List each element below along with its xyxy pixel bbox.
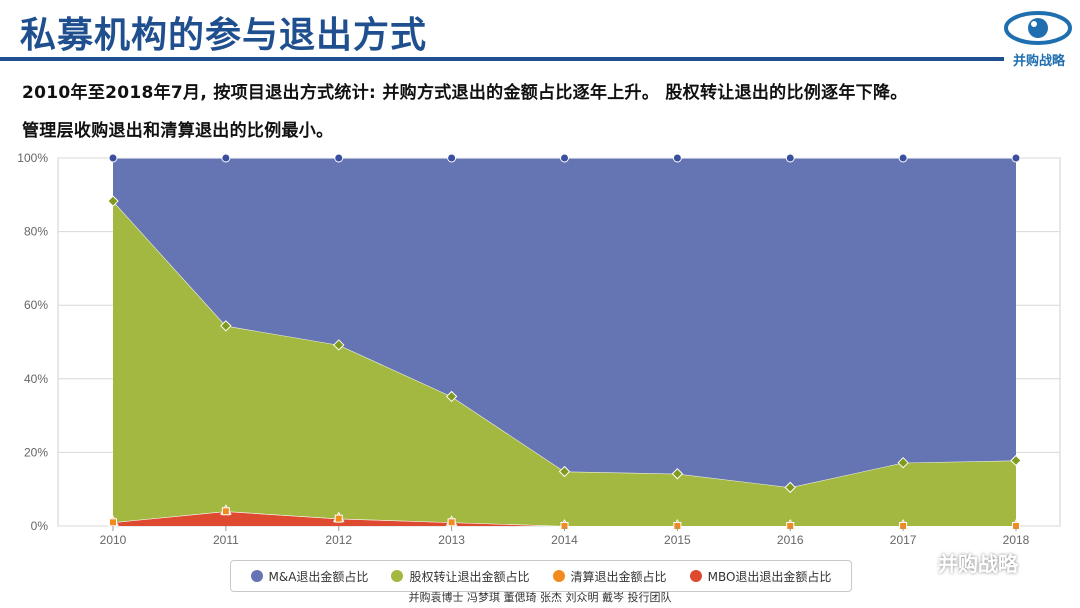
wechat-icon xyxy=(904,549,934,577)
data-point xyxy=(672,153,682,163)
data-point xyxy=(221,153,231,163)
legend-item[interactable]: 清算退出金额占比 xyxy=(552,568,667,585)
data-point xyxy=(333,339,345,351)
data-point xyxy=(1010,454,1022,467)
stacked-area-chart: 0% 20% 40% 60% 80% 100% 2010 2011 2012 2013 2014 20… xyxy=(17,151,1061,547)
legend-label: M&A退出金额占比 xyxy=(268,569,369,584)
data-point xyxy=(334,153,344,163)
x-tick-label: 2012 xyxy=(325,533,352,547)
x-tick-label: 2018 xyxy=(1003,533,1030,547)
data-point xyxy=(445,390,458,403)
legend-swatch xyxy=(689,570,702,582)
legend-item[interactable]: 股权转让退出金额占比 xyxy=(391,568,530,585)
data-point xyxy=(897,456,909,469)
x-tick-label: 2016 xyxy=(777,533,804,547)
y-tick-label: 20% xyxy=(24,445,48,459)
y-tick-label: 40% xyxy=(24,372,48,386)
legend-swatch xyxy=(552,570,565,582)
watermark: 并购战略 xyxy=(904,548,1018,577)
legend-item[interactable]: M&A退出金额占比 xyxy=(250,568,369,585)
y-tick-label: 0% xyxy=(31,519,49,533)
data-point xyxy=(221,507,230,516)
legend-swatch xyxy=(391,570,404,582)
data-point xyxy=(784,481,796,494)
data-point xyxy=(898,153,908,163)
x-tick-label: 2014 xyxy=(551,533,578,547)
title-divider xyxy=(0,57,1004,61)
legend-swatch xyxy=(250,570,263,582)
data-point xyxy=(334,514,343,523)
data-point xyxy=(558,465,571,478)
data-point xyxy=(107,195,119,207)
data-point xyxy=(785,153,795,163)
y-tick-label: 60% xyxy=(24,298,48,312)
y-tick-label: 100% xyxy=(17,151,48,165)
x-tick-label: 2010 xyxy=(100,533,127,547)
description-line-1: 2010年至2018年7月, 按项目退出方式统计: 并购方式退出的金额占比逐年上… xyxy=(22,83,908,103)
credits: 并购袁博士 冯梦琪 董偲琦 张杰 刘众明 戴岑 投行团队 xyxy=(408,591,672,604)
chart-legend: M&A退出金额占比 股权转让退出金额占比 清算退出金额占比 MBO退出退出金额占比 xyxy=(230,560,852,592)
x-tick-label: 2011 xyxy=(213,533,239,547)
description-line-2: 管理层收购退出和清算退出的比例最小。 xyxy=(22,121,334,141)
data-point xyxy=(447,153,457,163)
logo-text: 并购战略 xyxy=(1012,54,1065,69)
y-tick-label: 80% xyxy=(24,225,48,239)
data-point xyxy=(1011,153,1021,163)
data-point xyxy=(109,518,117,527)
data-point xyxy=(447,518,456,527)
data-point xyxy=(108,153,118,163)
area-2 xyxy=(113,201,1016,526)
legend-label: 股权转让退出金额占比 xyxy=(409,569,530,584)
data-point xyxy=(220,320,232,332)
data-point xyxy=(671,468,684,480)
eye-icon xyxy=(1002,6,1074,68)
page-title: 私募机构的参与退出方式 xyxy=(20,15,428,56)
area-3 xyxy=(113,158,1016,488)
x-tick-label: 2015 xyxy=(664,533,691,547)
x-tick-label: 2013 xyxy=(438,533,465,547)
legend-label: MBO退出退出金额占比 xyxy=(707,569,832,584)
x-tick-label: 2017 xyxy=(890,533,917,547)
legend-label: 清算退出金额占比 xyxy=(570,569,667,584)
data-point xyxy=(560,153,569,163)
legend-item[interactable]: MBO退出退出金额占比 xyxy=(689,568,832,585)
watermark-text: 并购战略 xyxy=(938,552,1018,576)
